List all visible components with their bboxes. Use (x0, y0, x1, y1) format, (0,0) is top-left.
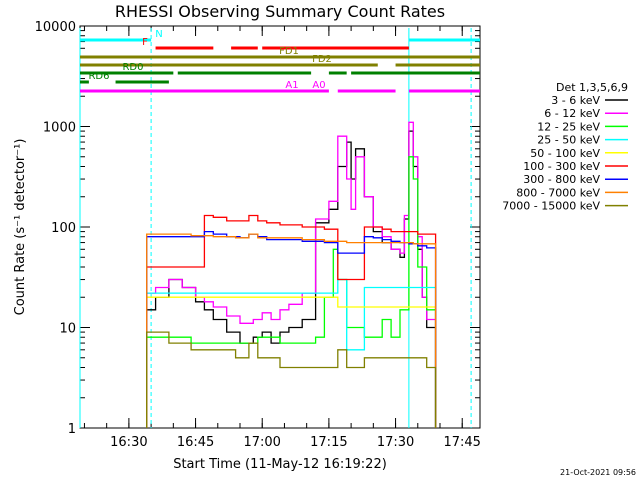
flag-bars: NF FD1 FD2 RD0 RD6 A1 A0 (80, 29, 480, 93)
legend-entry-label: 6 - 12 keV (544, 107, 600, 120)
x-axis-label: Start Time (11-May-12 16:19:22) (173, 457, 387, 472)
x-tick-label: 17:00 (243, 435, 280, 450)
flag-label: FD1 (279, 46, 299, 57)
legend-entry-label: 800 - 7000 keV (516, 186, 600, 199)
flag-label: A1 (285, 80, 298, 91)
y-tick-label: 10000 (35, 20, 76, 35)
x-tick-label: 17:15 (310, 435, 347, 450)
legend-entry-label: 3 - 6 keV (551, 94, 600, 107)
series-line-5 (146, 296, 437, 428)
legend-entry-label: 300 - 800 keV (523, 173, 600, 186)
x-tick-label: 16:30 (110, 435, 147, 450)
flag-label: A0 (312, 80, 325, 91)
flag-label: FD2 (312, 54, 332, 65)
series-line-9 (146, 331, 437, 428)
x-tick-label: 17:45 (443, 435, 480, 450)
y-tick-label: 1000 (43, 121, 76, 136)
series-lines (146, 121, 437, 428)
flag-label: F (142, 37, 148, 48)
y-tick-labels: 1 10 100 1000 10000 (35, 20, 76, 437)
legend-entry-label: 12 - 25 keV (537, 120, 600, 133)
event-markers (79, 28, 472, 428)
x-tick-label: 16:45 (177, 435, 214, 450)
flag-label: N (155, 29, 162, 40)
y-tick-label: 100 (51, 221, 76, 236)
series-line-7 (146, 230, 437, 428)
y-tick-label: 10 (59, 322, 76, 337)
series-line-6 (146, 214, 437, 428)
x-tick-label: 17:30 (377, 435, 414, 450)
axis-ticks (80, 25, 480, 429)
series-line-1 (146, 130, 437, 428)
legend-entry-label: 50 - 100 keV (530, 147, 600, 160)
series-line-3 (146, 156, 437, 428)
legend-entry-label: 100 - 300 keV (523, 160, 600, 173)
y-axis-label: Count Rate (s⁻¹ detector⁻¹) (13, 139, 28, 316)
legend-entry-label: 25 - 50 keV (537, 134, 600, 147)
legend-title: Det 1,3,5,6,9 (556, 81, 628, 94)
x-tick-labels: 16:30 16:45 17:00 17:15 17:30 17:45 (110, 435, 481, 450)
legend-entry-label: 7000 - 15000 keV (502, 200, 600, 213)
footer-timestamp: 21-Oct-2021 09:56 (560, 468, 636, 477)
series-line-8 (146, 233, 437, 428)
y-tick-label: 1 (68, 422, 76, 437)
flag-label: RD6 (88, 71, 109, 82)
series-line-2 (146, 121, 437, 428)
chart-title: RHESSI Observing Summary Count Rates (115, 2, 445, 21)
flag-label: RD0 (122, 62, 143, 73)
series-line-4 (146, 278, 437, 428)
